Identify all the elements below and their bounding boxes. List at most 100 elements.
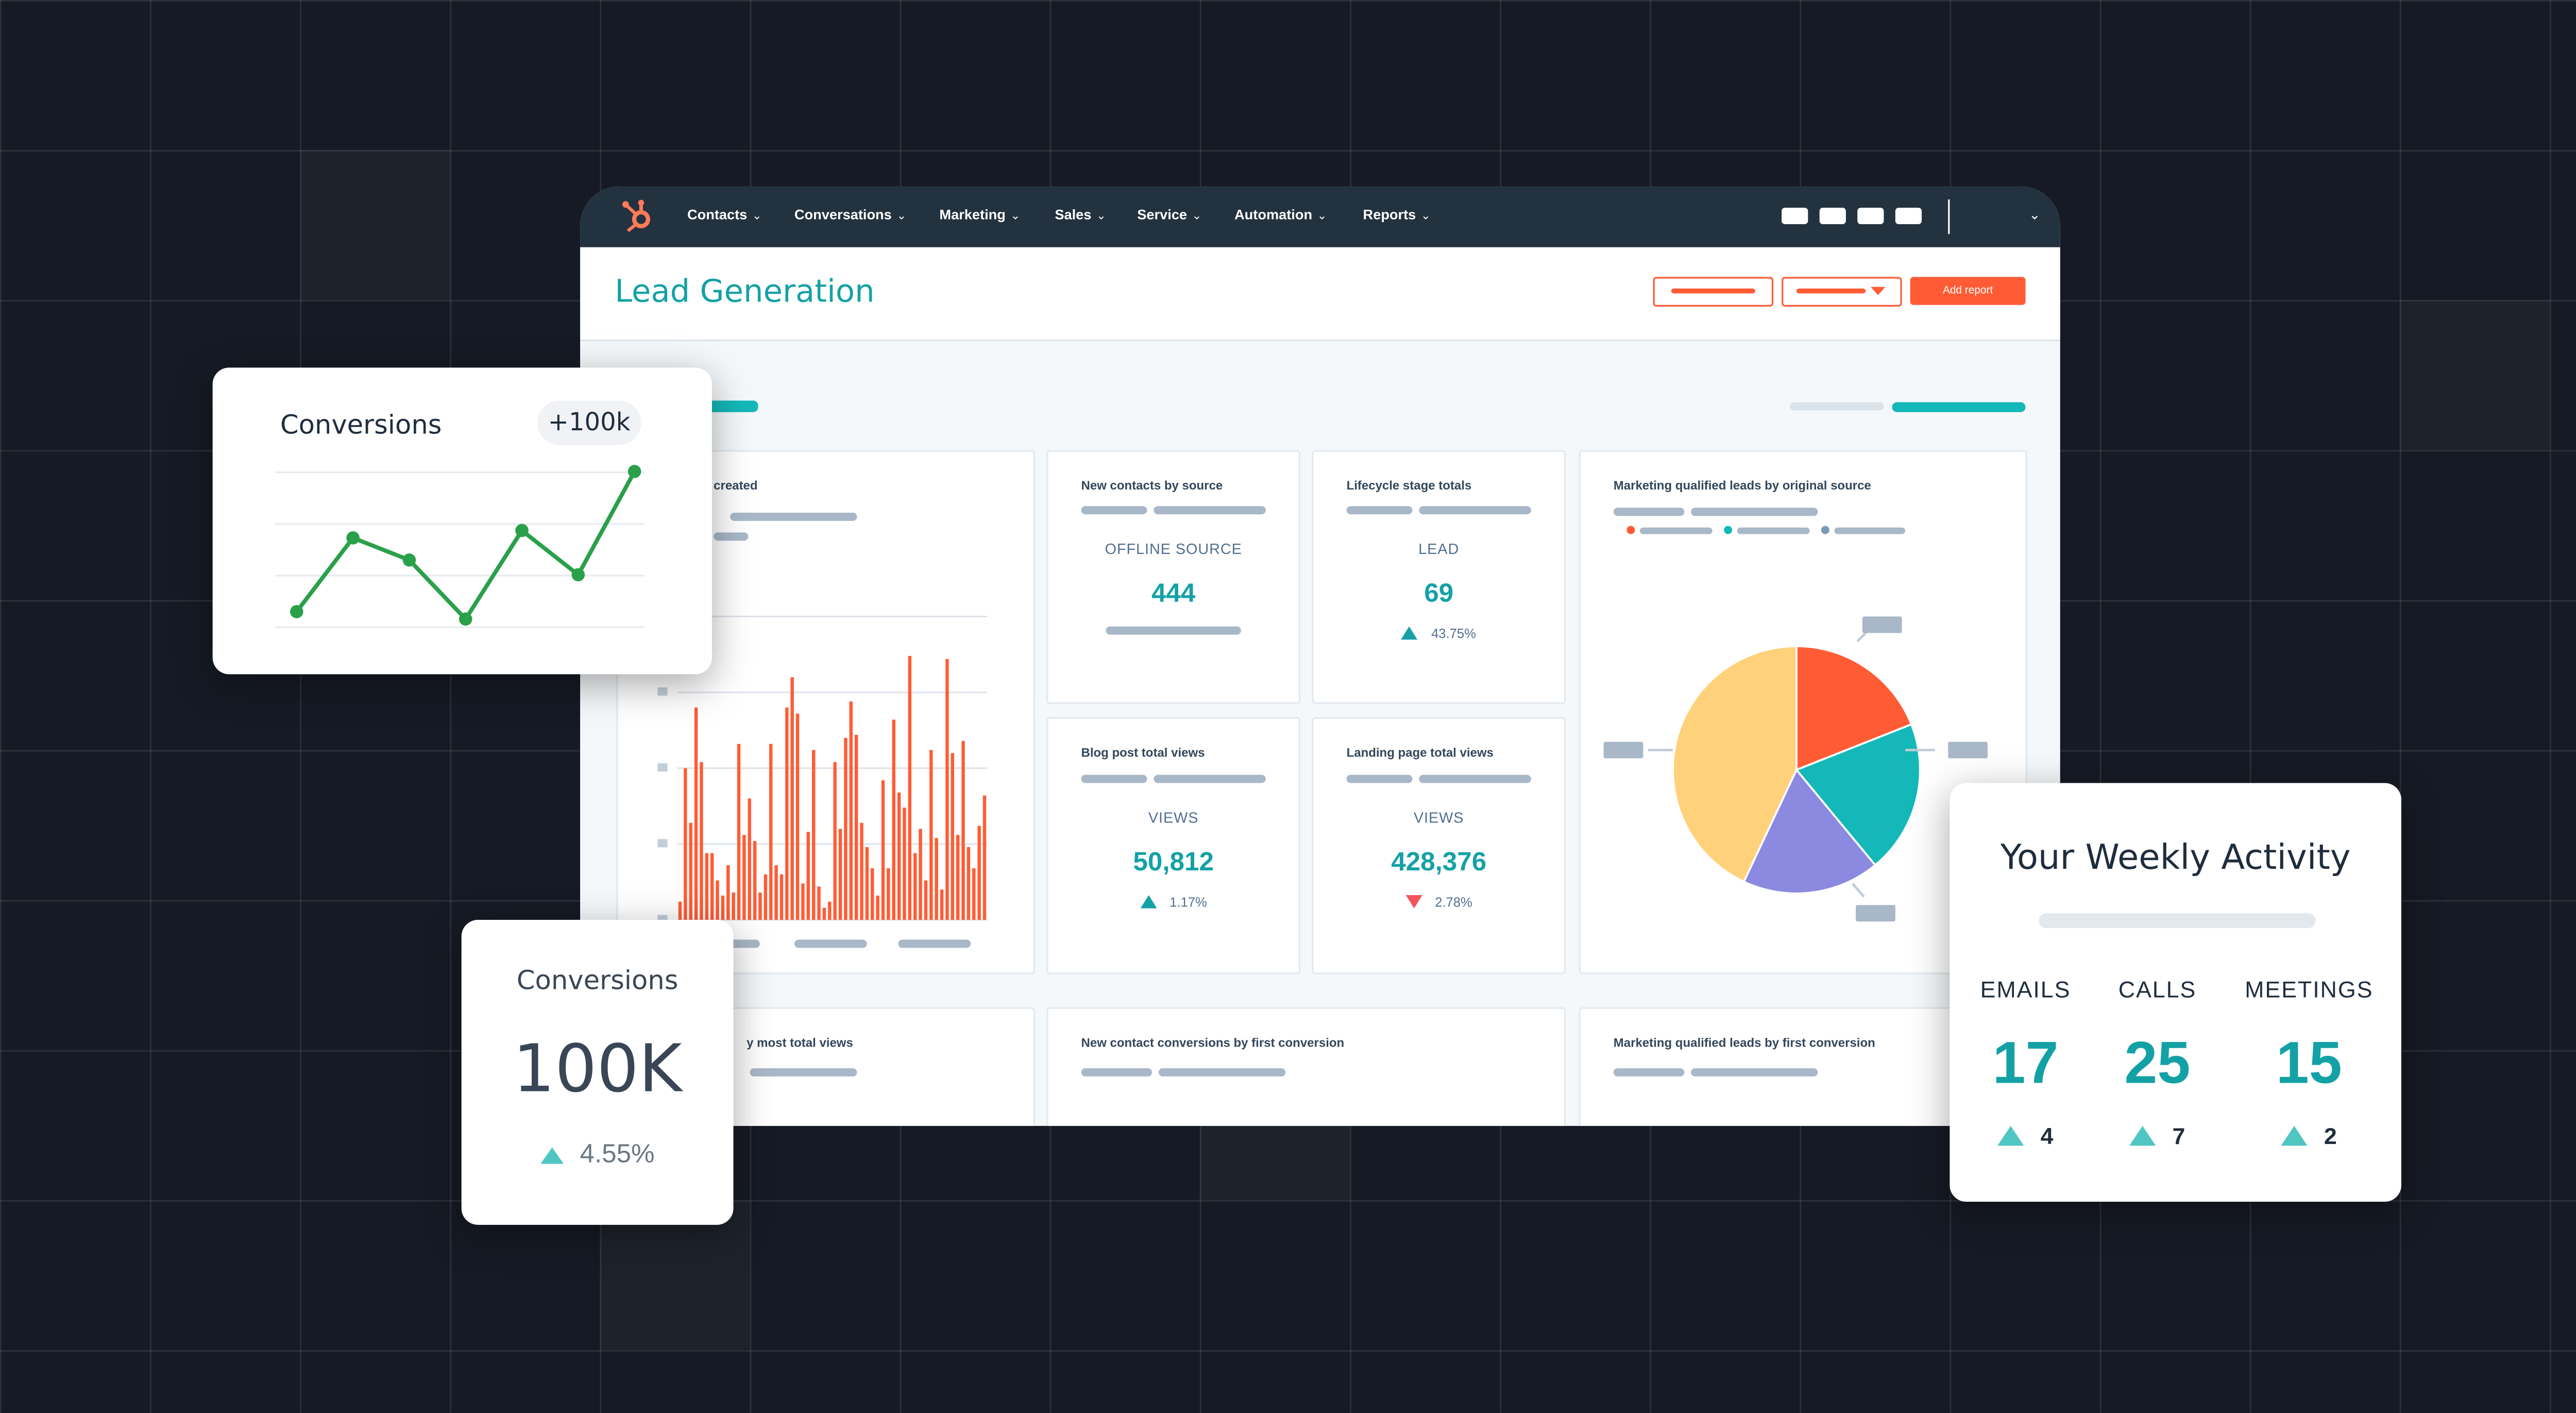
- bar: [892, 719, 895, 920]
- weekly-activity-card[interactable]: Your Weekly Activity EMAILS 17 4 CALLS 2…: [1950, 783, 2401, 1202]
- data-point: [571, 568, 585, 582]
- card-landing-page-total-views[interactable]: Landing page total views VIEWS 428,376 2…: [1312, 717, 1566, 974]
- activity-delta-value: 2: [2324, 1122, 2337, 1149]
- nav-item-contacts[interactable]: Contacts ⌄: [687, 206, 762, 223]
- bar: [935, 838, 938, 920]
- arrow-up-icon: [540, 1147, 564, 1164]
- bar: [871, 868, 874, 920]
- bar: [972, 868, 976, 920]
- add-report-button[interactable]: Add report: [1910, 277, 2026, 305]
- data-point: [290, 605, 303, 618]
- toolbar-placeholder: [1790, 402, 1884, 411]
- bar: [748, 798, 751, 920]
- text-placeholder: [1081, 775, 1147, 783]
- chevron-down-icon: ⌄: [1010, 211, 1021, 223]
- bar: [924, 880, 928, 920]
- bar: [710, 853, 714, 920]
- pie-slice: [1742, 768, 1877, 895]
- activity-delta-meetings: 2: [2230, 1123, 2388, 1149]
- bar: [726, 865, 730, 920]
- data-point: [346, 531, 360, 545]
- bar: [967, 847, 971, 920]
- bar: [732, 893, 735, 920]
- nav-utility-icon[interactable]: [1857, 208, 1884, 225]
- bar: [849, 701, 853, 920]
- legend-dot: [1626, 526, 1635, 534]
- pie-slice: [1795, 645, 1913, 771]
- nav-item-conversations[interactable]: Conversations ⌄: [794, 206, 906, 223]
- date-range-filter-button[interactable]: [1653, 277, 1774, 307]
- bar: [956, 835, 960, 920]
- bar: [982, 795, 987, 920]
- card-title: Lifecycle stage totals: [1346, 478, 1472, 493]
- bar: [795, 713, 800, 920]
- bar: [764, 874, 768, 920]
- text-placeholder: [1154, 775, 1266, 783]
- arrow-up-icon: [1401, 626, 1418, 640]
- bar: [811, 750, 816, 920]
- legend-label-placeholder: [1639, 527, 1713, 534]
- page-header: Lead Generation Add report: [580, 247, 2060, 342]
- kpi-label: VIEWS: [1148, 809, 1199, 826]
- account-menu-chevron-icon[interactable]: ⌄: [2028, 206, 2041, 223]
- text-placeholder: [1346, 775, 1413, 783]
- bar-chart: [657, 611, 988, 923]
- nav-utility-icon[interactable]: [1895, 208, 1922, 225]
- nav-item-marketing[interactable]: Marketing ⌄: [939, 206, 1020, 223]
- bar: [865, 847, 869, 920]
- toolbar-active-tab[interactable]: [1892, 402, 2026, 412]
- bar: [828, 901, 832, 920]
- nav-item-automation[interactable]: Automation ⌄: [1234, 206, 1327, 223]
- arrow-up-icon: [2129, 1125, 2156, 1146]
- text-placeholder: [730, 512, 857, 521]
- card-title: y most total views: [747, 1035, 853, 1050]
- card-lifecycle-stage-totals[interactable]: Lifecycle stage totals LEAD 69 43.75%: [1312, 450, 1566, 704]
- chevron-down-icon: ⌄: [1192, 211, 1202, 223]
- bar: [716, 880, 719, 920]
- bar: [897, 792, 901, 920]
- top-nav-bar: Contacts ⌄ Conversations ⌄ Marketing ⌄ Sale…: [580, 186, 2060, 247]
- nav-item-label: Conversations: [794, 206, 892, 223]
- kpi-delta-value: 43.75%: [1431, 626, 1476, 642]
- axis-label-placeholder: [794, 939, 867, 948]
- bar: [876, 895, 879, 920]
- bar: [881, 780, 885, 920]
- chevron-down-icon: ⌄: [752, 211, 762, 223]
- nav-item-service[interactable]: Service ⌄: [1137, 206, 1201, 223]
- card-title: Landing page total views: [1346, 745, 1494, 760]
- page-title: Lead Generation: [615, 274, 875, 310]
- text-placeholder: [2039, 913, 2316, 929]
- bar: [838, 829, 842, 920]
- kpi-delta: 4.55%: [462, 1141, 734, 1171]
- kpi-delta: 43.75%: [1314, 626, 1564, 642]
- text-placeholder: [1081, 506, 1147, 515]
- card-title: Blog post total views: [1081, 745, 1205, 760]
- bar: [961, 741, 965, 920]
- bar: [854, 734, 858, 920]
- pie-slice: [1794, 723, 1921, 867]
- bar: [903, 808, 906, 920]
- bar: [822, 907, 826, 920]
- bar: [721, 895, 725, 920]
- nav-utility-icon[interactable]: [1819, 208, 1846, 225]
- axis-label-placeholder: [898, 939, 971, 948]
- card-contacts-created[interactable]: created: [616, 450, 1035, 974]
- conversions-kpi-card[interactable]: Conversions 100K 4.55%: [461, 920, 734, 1225]
- filter-dropdown-button[interactable]: [1782, 277, 1902, 307]
- chevron-down-icon: ⌄: [1317, 211, 1327, 223]
- nav-utility-icon[interactable]: [1782, 208, 1808, 225]
- nav-item-reports[interactable]: Reports ⌄: [1363, 206, 1431, 223]
- kpi-value: 100K: [513, 1032, 682, 1108]
- card-blog-post-total-views[interactable]: Blog post total views VIEWS 50,812 1.17%: [1046, 717, 1300, 974]
- kpi-delta: 2.78%: [1314, 895, 1564, 910]
- text-placeholder: [1613, 508, 1685, 516]
- bar: [689, 822, 692, 920]
- card-new-contact-conversions[interactable]: New contact conversions by first convers…: [1046, 1007, 1566, 1126]
- bar: [908, 655, 912, 920]
- card-new-contacts-by-source[interactable]: New contacts by source OFFLINE SOURCE 44…: [1046, 450, 1300, 704]
- conversions-line-card[interactable]: Conversions +100k: [212, 367, 712, 675]
- nav-item-sales[interactable]: Sales ⌄: [1055, 206, 1106, 223]
- grid-highlight-cell: [1200, 1126, 1350, 1200]
- hubspot-sprocket-icon[interactable]: [620, 198, 656, 234]
- pie-label-placeholder: [1603, 742, 1643, 759]
